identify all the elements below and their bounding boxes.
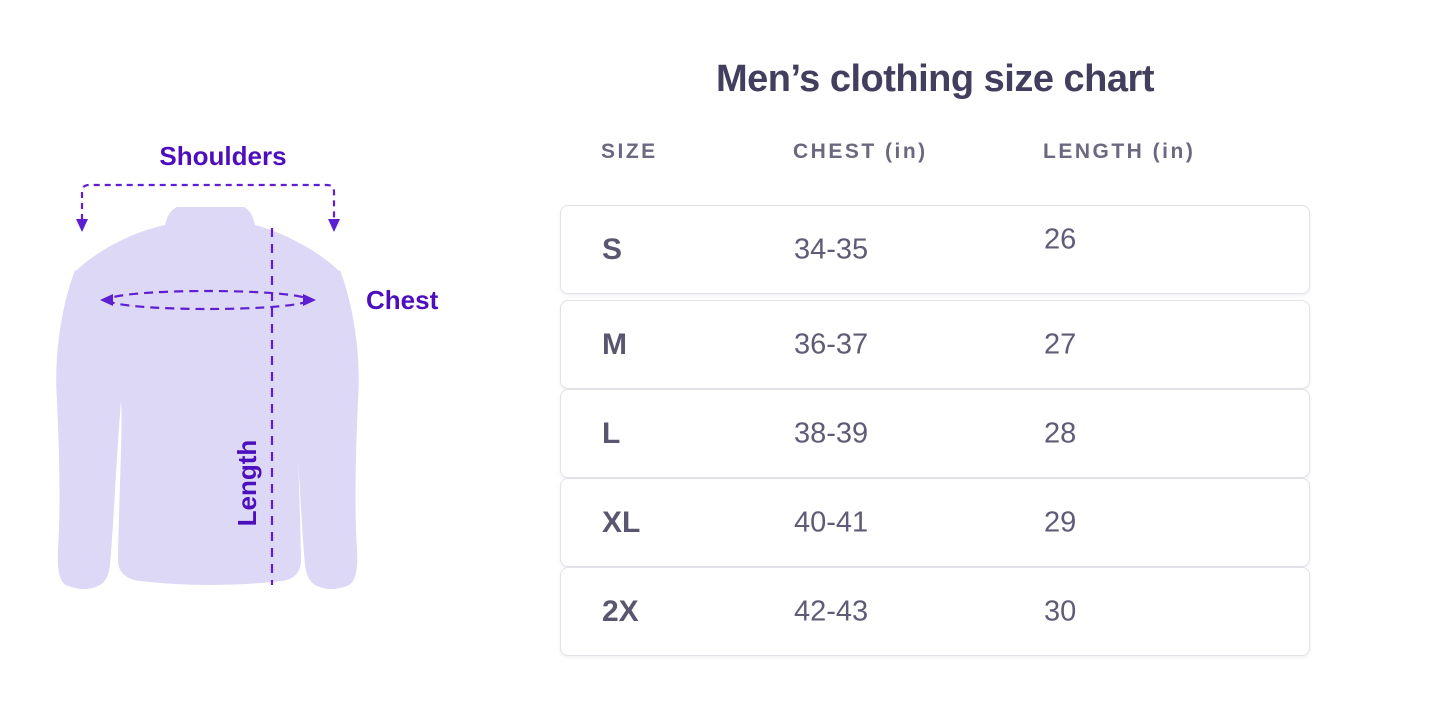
size-cell: S — [602, 232, 623, 266]
column-header-size: SIZE — [601, 140, 658, 163]
table-row: 2X 42-43 30 — [560, 567, 1310, 656]
size-table-body: S 34-35 26 M 36-37 27 L 38-39 28 XL 40-4… — [560, 205, 1310, 656]
table-row: XL 40-41 29 — [560, 478, 1310, 567]
size-cell: L — [602, 416, 621, 450]
shoulders-measure-bracket — [80, 183, 336, 220]
shirt-left-sleeve — [56, 270, 123, 589]
size-cell: 2X — [602, 594, 639, 628]
column-header-length: LENGTH (in) — [1043, 140, 1196, 163]
length-cell: 26 — [1044, 223, 1077, 255]
size-cell: XL — [602, 505, 641, 539]
length-cell: 30 — [1044, 595, 1077, 627]
table-row: S 34-35 26 — [560, 205, 1310, 294]
chest-arrow-right-icon — [303, 294, 316, 306]
length-cell: 28 — [1044, 417, 1077, 449]
chest-label: Chest — [366, 285, 439, 315]
column-header-chest: CHEST (in) — [793, 140, 928, 163]
chest-cell: 38-39 — [794, 417, 869, 449]
chest-cell: 36-37 — [794, 328, 869, 360]
size-cell: M — [602, 327, 627, 361]
shoulders-arrow-left-icon — [76, 219, 88, 232]
chest-cell: 42-43 — [794, 595, 869, 627]
shirt-diagram — [56, 183, 359, 589]
chest-cell: 34-35 — [794, 233, 869, 265]
shirt-body — [75, 207, 340, 585]
table-row: M 36-37 27 — [560, 300, 1310, 389]
page-title: Men’s clothing size chart — [716, 58, 1154, 100]
table-header-row: SIZE CHEST (in) LENGTH (in) — [560, 140, 1310, 166]
table-row: L 38-39 28 — [560, 389, 1310, 478]
chest-arrow-left-icon — [100, 294, 113, 306]
length-label: Length — [231, 439, 262, 527]
length-cell: 27 — [1044, 328, 1077, 360]
shoulders-arrow-right-icon — [328, 219, 340, 232]
length-cell: 29 — [1044, 506, 1077, 538]
chest-cell: 40-41 — [794, 506, 869, 538]
shoulders-label: Shoulders — [159, 141, 287, 171]
